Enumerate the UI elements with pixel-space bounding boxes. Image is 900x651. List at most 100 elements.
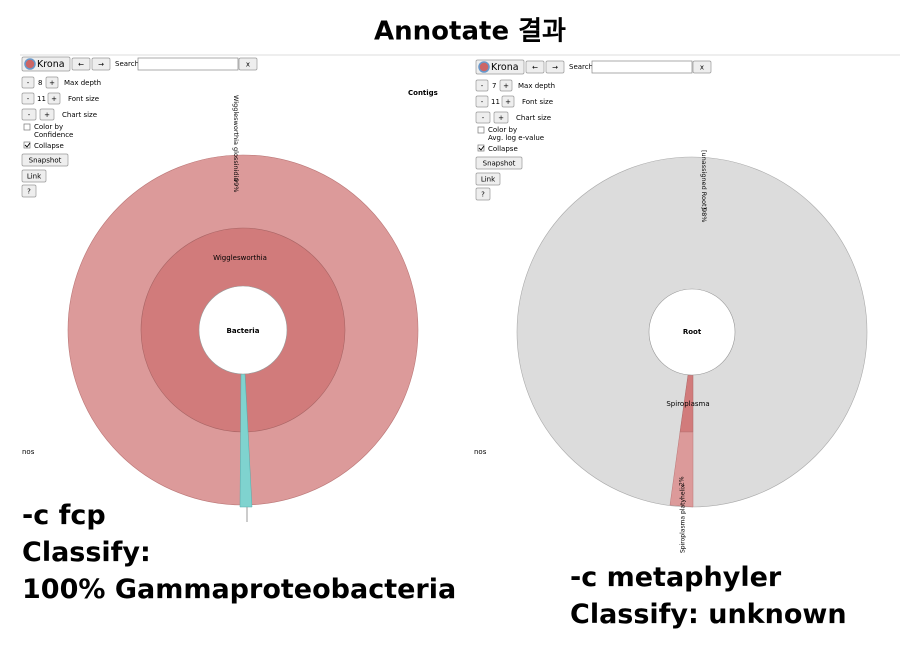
minus-button-frame[interactable] — [475, 95, 489, 108]
link-button-label[interactable]: Link — [27, 173, 42, 181]
minus-button[interactable]: - — [21, 108, 37, 121]
forward-button-frame[interactable] — [545, 60, 565, 74]
plus-button[interactable]: + — [501, 95, 515, 108]
back-button-frame[interactable] — [71, 57, 91, 71]
snapshot-button[interactable]: Snapshot — [21, 153, 69, 167]
center-label: Bacteria — [227, 327, 260, 335]
color-label: Avg. log e-value — [488, 134, 544, 142]
minus-button[interactable]: - — [21, 76, 35, 89]
plus-button[interactable]: + — [45, 76, 59, 89]
back-button[interactable]: ← — [71, 57, 91, 71]
search-input[interactable] — [591, 60, 693, 74]
plus-button[interactable]: + — [39, 108, 55, 121]
plus-button-label[interactable]: + — [49, 79, 55, 87]
back-button-label[interactable]: ← — [532, 64, 538, 72]
caption: 100% Gammaproteobacteria — [22, 574, 456, 605]
plus-button-frame[interactable] — [47, 92, 61, 105]
krona-logo[interactable] — [24, 58, 36, 70]
krona-button[interactable]: Krona — [21, 56, 71, 72]
color-checkbox[interactable] — [477, 126, 485, 134]
forward-button-label[interactable]: → — [552, 64, 558, 72]
plus-button-label[interactable]: + — [498, 114, 504, 122]
help-button-label[interactable]: ? — [27, 188, 31, 196]
minus-button[interactable]: - — [21, 92, 35, 105]
snapshot-button[interactable]: Snapshot — [475, 156, 523, 170]
help-button-label[interactable]: ? — [481, 191, 485, 199]
plus-button-label[interactable]: + — [505, 98, 511, 106]
snapshot-button-frame[interactable] — [475, 156, 523, 170]
color-checkbox[interactable] — [23, 123, 31, 131]
plus-button[interactable]: + — [499, 79, 513, 92]
forward-button-frame[interactable] — [91, 57, 111, 71]
snapshot-button-label[interactable]: Snapshot — [483, 160, 516, 168]
plus-button-frame[interactable] — [39, 108, 55, 121]
plus-button-frame[interactable] — [45, 76, 59, 89]
clear-button[interactable]: x — [692, 60, 712, 74]
back-button-label[interactable]: ← — [78, 61, 84, 69]
clear-button[interactable]: x — [238, 57, 258, 71]
minus-button[interactable]: - — [475, 79, 489, 92]
help-button[interactable]: ? — [21, 184, 37, 198]
link-button[interactable]: Link — [21, 169, 47, 183]
forward-button-label[interactable]: → — [98, 61, 104, 69]
collapse-checkbox[interactable] — [23, 141, 31, 149]
plus-button-frame[interactable] — [493, 111, 509, 124]
chart-label: Chart size — [62, 111, 97, 119]
minus-button-label[interactable]: - — [27, 95, 30, 103]
clear-button-frame[interactable] — [692, 60, 712, 74]
minus-button-frame[interactable] — [21, 92, 35, 105]
minus-button-label[interactable]: - — [481, 98, 484, 106]
collapse-checkbox[interactable] — [477, 144, 485, 152]
clear-button-label[interactable]: x — [246, 61, 250, 69]
depth-label: Max depth — [64, 79, 101, 87]
plus-button-frame[interactable] — [501, 95, 515, 108]
plus-button-label[interactable]: + — [503, 82, 509, 90]
link-button-label[interactable]: Link — [481, 176, 496, 184]
plus-button-label[interactable]: + — [51, 95, 57, 103]
krona-button[interactable]: Krona — [475, 59, 525, 75]
search-input[interactable] — [137, 57, 239, 71]
back-button[interactable]: ← — [525, 60, 545, 74]
minus-button-frame[interactable] — [21, 76, 35, 89]
minus-button-frame[interactable] — [475, 111, 491, 124]
minus-button[interactable]: - — [475, 111, 491, 124]
center — [198, 285, 288, 375]
minus-button[interactable]: - — [475, 95, 489, 108]
help-button[interactable]: ? — [475, 187, 491, 201]
forward-button[interactable]: → — [545, 60, 565, 74]
link-button-frame[interactable] — [21, 169, 47, 183]
caption: Classify: unknown — [570, 599, 847, 630]
outer-wedge — [669, 431, 694, 508]
plus-button[interactable]: + — [47, 92, 61, 105]
minus-button-label[interactable]: - — [481, 82, 484, 90]
plus-button[interactable]: + — [493, 111, 509, 124]
krona-button-label[interactable]: Krona — [491, 62, 519, 73]
snapshot-button-label[interactable]: Snapshot — [29, 157, 62, 165]
caption: Classify: — [22, 537, 151, 568]
center — [648, 288, 736, 376]
forward-button[interactable]: → — [91, 57, 111, 71]
search-label: Search: — [569, 63, 595, 71]
collapse-check[interactable] — [24, 142, 31, 148]
link-button[interactable]: Link — [475, 172, 501, 186]
plus-button-label[interactable]: + — [44, 111, 50, 119]
font-value: 11 — [491, 98, 500, 106]
minus-button-label[interactable]: - — [27, 79, 30, 87]
help-button-frame[interactable] — [475, 187, 491, 201]
collapse-check[interactable] — [478, 145, 485, 151]
outer-percent: 98% — [700, 208, 708, 222]
snapshot-button-frame[interactable] — [21, 153, 69, 167]
clear-button-frame[interactable] — [238, 57, 258, 71]
link-button-frame[interactable] — [475, 172, 501, 186]
krona-logo[interactable] — [478, 61, 490, 73]
minus-button-frame[interactable] — [475, 79, 489, 92]
minus-button-label[interactable]: - — [28, 111, 31, 119]
back-button-frame[interactable] — [525, 60, 545, 74]
plus-button-frame[interactable] — [499, 79, 513, 92]
minus-button-frame[interactable] — [21, 108, 37, 121]
krona-button-label[interactable]: Krona — [37, 59, 65, 70]
clear-button-label[interactable]: x — [700, 64, 704, 72]
minus-button-label[interactable]: - — [482, 114, 485, 122]
help-button-frame[interactable] — [21, 184, 37, 198]
